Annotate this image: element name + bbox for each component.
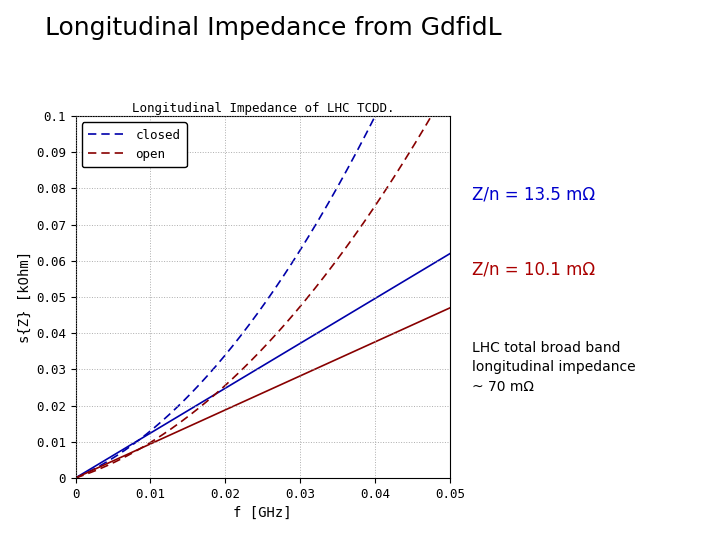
X-axis label: f [GHz]: f [GHz]	[233, 506, 292, 520]
Text: LHC total broad band
longitudinal impedance
~ 70 mΩ: LHC total broad band longitudinal impeda…	[472, 341, 635, 394]
Y-axis label: s{Z} [kOhm]: s{Z} [kOhm]	[18, 251, 32, 343]
Title: Longitudinal Impedance of LHC TCDD.: Longitudinal Impedance of LHC TCDD.	[132, 102, 394, 115]
Text: Longitudinal Impedance from GdfidL: Longitudinal Impedance from GdfidL	[45, 16, 502, 40]
Text: Z/n = 13.5 mΩ: Z/n = 13.5 mΩ	[472, 185, 595, 204]
Legend: closed, open: closed, open	[82, 123, 187, 167]
Text: Z/n = 10.1 mΩ: Z/n = 10.1 mΩ	[472, 261, 595, 279]
